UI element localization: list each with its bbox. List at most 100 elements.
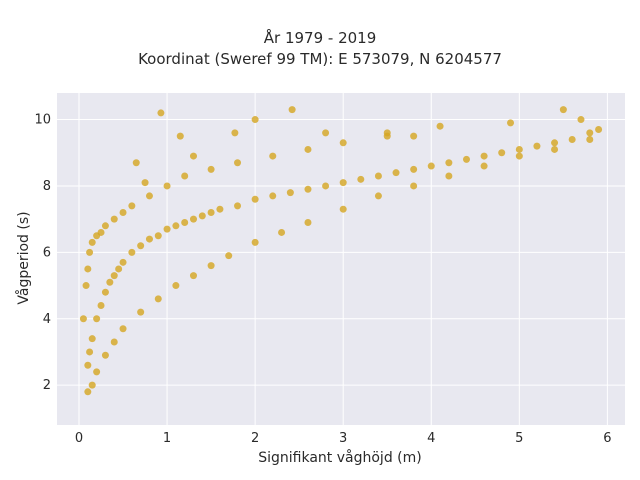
y-tick-label: 4: [43, 312, 51, 327]
data-point: [436, 122, 444, 130]
data-point: [568, 135, 576, 143]
data-point: [480, 152, 488, 160]
data-point: [93, 315, 101, 323]
data-point: [559, 106, 567, 114]
data-point: [586, 129, 594, 137]
y-tick-label: 8: [43, 179, 51, 194]
data-point: [234, 202, 242, 210]
data-point: [88, 381, 96, 389]
data-point: [181, 172, 189, 180]
data-point: [79, 315, 87, 323]
data-point: [132, 159, 140, 167]
y-tick-label: 2: [43, 378, 51, 393]
data-point: [357, 175, 365, 183]
data-point: [110, 215, 118, 223]
data-point: [304, 145, 312, 153]
data-point: [86, 348, 94, 356]
x-tick-label: 0: [75, 431, 83, 446]
data-point: [88, 335, 96, 343]
data-point: [172, 282, 180, 290]
data-point: [410, 132, 418, 140]
y-axis-label: Vågperiod (s): [15, 211, 32, 304]
data-point: [251, 116, 259, 124]
x-tick-label: 5: [515, 431, 523, 446]
data-point: [163, 225, 171, 233]
data-point: [157, 109, 165, 117]
data-point: [207, 165, 215, 173]
data-point: [216, 205, 224, 213]
data-point: [269, 192, 277, 200]
data-point: [101, 351, 109, 359]
data-point: [189, 272, 197, 280]
data-point: [207, 262, 215, 270]
data-point: [172, 222, 180, 230]
data-point: [251, 195, 259, 203]
chart-title-line-2: Koordinat (Sweref 99 TM): E 573079, N 62…: [138, 50, 502, 68]
data-point: [286, 189, 294, 197]
data-point: [480, 162, 488, 170]
x-tick-label: 4: [427, 431, 435, 446]
data-point: [110, 272, 118, 280]
y-tick-label: 10: [34, 113, 51, 128]
data-point: [304, 185, 312, 193]
data-point: [145, 235, 153, 243]
data-point: [288, 106, 296, 114]
data-point: [231, 129, 239, 137]
data-point: [119, 325, 127, 333]
data-point: [176, 132, 184, 140]
data-point: [181, 218, 189, 226]
data-point: [251, 238, 259, 246]
data-point: [339, 139, 347, 147]
data-point: [551, 145, 559, 153]
data-point: [84, 361, 92, 369]
data-point: [339, 179, 347, 187]
data-point: [137, 308, 145, 316]
data-point: [207, 209, 215, 217]
x-tick-label: 1: [163, 431, 171, 446]
data-point: [304, 218, 312, 226]
data-point: [189, 152, 197, 160]
data-point: [88, 238, 96, 246]
data-point: [119, 258, 127, 266]
data-points: [79, 106, 603, 396]
data-point: [97, 228, 105, 236]
data-point: [278, 228, 286, 236]
y-tick-labels: 2 4 6 8 10: [34, 113, 51, 394]
data-point: [392, 169, 400, 177]
data-point: [93, 368, 101, 376]
data-point: [84, 265, 92, 273]
data-point: [269, 152, 277, 160]
x-tick-label: 2: [251, 431, 259, 446]
x-tick-labels: 0 1 2 3 4 5 6: [75, 431, 612, 446]
data-point: [445, 172, 453, 180]
data-point: [145, 192, 153, 200]
data-point: [86, 248, 94, 256]
data-point: [410, 182, 418, 190]
x-tick-label: 6: [603, 431, 611, 446]
data-point: [225, 252, 233, 260]
data-point: [119, 209, 127, 217]
data-point: [339, 205, 347, 213]
data-point: [128, 202, 136, 210]
data-point: [154, 232, 162, 240]
data-point: [515, 145, 523, 153]
data-point: [507, 119, 515, 127]
y-tick-label: 6: [43, 245, 51, 260]
data-point: [551, 139, 559, 147]
data-point: [586, 135, 594, 143]
data-point: [595, 126, 603, 134]
grid: [57, 93, 625, 425]
data-point: [577, 116, 585, 124]
chart-title-line-1: År 1979 - 2019: [263, 29, 377, 47]
data-point: [462, 155, 470, 163]
data-point: [322, 129, 330, 137]
data-point: [101, 288, 109, 296]
data-point: [427, 162, 435, 170]
data-point: [128, 248, 136, 256]
data-point: [101, 222, 109, 230]
data-point: [84, 388, 92, 396]
data-point: [189, 215, 197, 223]
data-point: [115, 265, 123, 273]
